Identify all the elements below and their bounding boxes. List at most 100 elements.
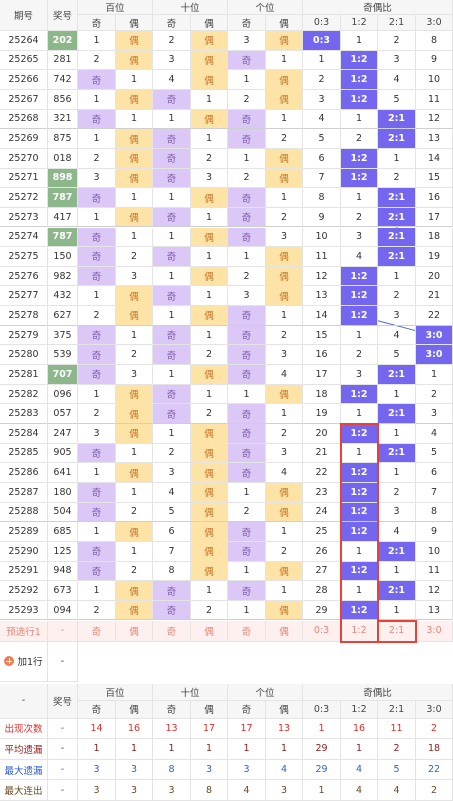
- trend-cell: 奇: [153, 247, 191, 267]
- header-group: 十位: [153, 0, 228, 15]
- trend-cell: 11: [303, 247, 341, 267]
- trend-cell: 1: [153, 424, 191, 444]
- period: 25287: [0, 482, 48, 503]
- trend-cell: 1: [378, 266, 416, 287]
- draw-number: 905: [48, 443, 78, 464]
- draw-number: 375: [48, 325, 78, 346]
- trend-cell: 偶: [191, 266, 228, 287]
- trend-cell: 奇: [153, 89, 191, 110]
- stats-sub: 3:0: [416, 700, 453, 719]
- trend-cell: 5: [416, 443, 453, 464]
- trend-cell: 偶: [191, 541, 228, 562]
- trend-cell: 1: [116, 443, 153, 464]
- trend-cell: 1: [78, 581, 116, 601]
- period: 25292: [0, 581, 48, 601]
- trend-cell: 11: [416, 89, 453, 110]
- period: 25271: [0, 168, 48, 189]
- draw-number: 432: [48, 286, 78, 307]
- trend-cell: 奇: [228, 129, 266, 149]
- header-group: 奇偶比: [303, 0, 453, 15]
- trend-cell: 奇: [78, 561, 116, 582]
- trend-cell: 4: [378, 325, 416, 346]
- trend-cell: 23: [303, 482, 341, 503]
- period: 25270: [0, 148, 48, 169]
- trend-cell: 21: [303, 443, 341, 464]
- trend-cell: 奇: [78, 345, 116, 366]
- stats-value: 1: [191, 739, 228, 760]
- trend-cell: 18: [303, 384, 341, 405]
- draw-number: 094: [48, 600, 78, 621]
- trend-cell: 2:1: [378, 188, 416, 208]
- predict-cell: 1:2: [341, 620, 378, 642]
- stats-value: 29: [303, 759, 341, 781]
- predict-cell: 奇: [153, 620, 191, 642]
- stats-label: 最大遗漏: [0, 759, 48, 781]
- add-row[interactable]: 加1行: [0, 641, 48, 682]
- period: 25286: [0, 463, 48, 483]
- draw-number: 856: [48, 89, 78, 110]
- trend-cell: 奇: [228, 109, 266, 130]
- stats-value: 22: [416, 759, 453, 781]
- period: 25282: [0, 384, 48, 405]
- trend-cell: 1: [116, 109, 153, 130]
- draw-number: 898: [48, 168, 78, 189]
- draw-number: 948: [48, 561, 78, 582]
- trend-cell: 3:0: [416, 325, 453, 346]
- header-sub: 偶: [191, 15, 228, 31]
- trend-cell: 16: [416, 188, 453, 208]
- stats-number: -: [48, 759, 78, 781]
- trend-cell: 6: [153, 522, 191, 542]
- stats-value: 4: [341, 780, 378, 801]
- trend-cell: 偶: [191, 522, 228, 542]
- trend-cell: 1:2: [341, 50, 378, 71]
- trend-cell: 1: [116, 70, 153, 90]
- trend-cell: 偶: [266, 148, 303, 169]
- trend-cell: 3: [228, 31, 266, 51]
- stats-value: 4: [266, 759, 303, 781]
- stats-value: 11: [378, 718, 416, 740]
- trend-cell: 1: [228, 148, 266, 169]
- period: 25284: [0, 424, 48, 444]
- trend-cell: 1:2: [341, 148, 378, 169]
- period: 25276: [0, 266, 48, 287]
- trend-cell: 1: [416, 365, 453, 385]
- trend-cell: 15: [416, 168, 453, 189]
- trend-cell: 3: [341, 227, 378, 248]
- trend-cell: 9: [303, 207, 341, 228]
- trend-cell: 1: [378, 148, 416, 169]
- draw-number: 281: [48, 50, 78, 71]
- trend-cell: 13: [416, 129, 453, 149]
- trend-cell: 1: [78, 463, 116, 483]
- trend-cell: 1:2: [341, 463, 378, 483]
- trend-cell: 奇: [228, 50, 266, 71]
- trend-cell: 1:2: [341, 286, 378, 307]
- trend-cell: 偶: [266, 168, 303, 189]
- trend-cell: 1:2: [341, 70, 378, 90]
- period: 25269: [0, 129, 48, 149]
- trend-cell: 2: [78, 600, 116, 621]
- trend-cell: 3: [78, 168, 116, 189]
- trend-cell: 1: [378, 463, 416, 483]
- trend-cell: 偶: [191, 188, 228, 208]
- trend-cell: 1:2: [341, 482, 378, 503]
- trend-cell: 2:1: [378, 581, 416, 601]
- draw-number: 787: [48, 227, 78, 248]
- predict-cell: 2:1: [378, 620, 416, 642]
- trend-cell: 2:1: [378, 541, 416, 562]
- trend-cell: 2: [116, 345, 153, 366]
- predict-cell: 奇: [78, 620, 116, 642]
- stats-value: 8: [191, 780, 228, 801]
- trend-cell: 奇: [78, 443, 116, 464]
- trend-cell: 2: [228, 168, 266, 189]
- trend-cell: 4: [378, 522, 416, 542]
- draw-number: 875: [48, 129, 78, 149]
- trend-cell: 奇: [228, 541, 266, 562]
- trend-cell: 奇: [153, 286, 191, 307]
- trend-cell: 奇: [228, 345, 266, 366]
- trend-cell: 2: [78, 148, 116, 169]
- draw-number: 417: [48, 207, 78, 228]
- trend-cell: 奇: [78, 70, 116, 90]
- trend-cell: 1: [191, 207, 228, 228]
- trend-cell: 偶: [116, 207, 153, 228]
- trend-cell: 28: [303, 581, 341, 601]
